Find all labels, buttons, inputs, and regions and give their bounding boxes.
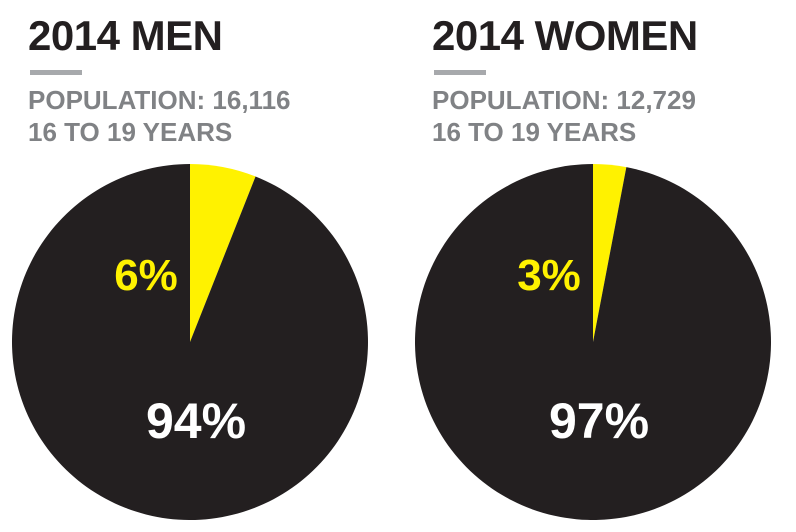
pie-slice-label-1: 97% (549, 393, 649, 449)
chart-panel-women: 2014 WOMEN POPULATION: 12,729 16 TO 19 Y… (415, 0, 796, 532)
pie-slice-1 (415, 164, 771, 520)
chart-title: 2014 MEN (28, 12, 223, 59)
pie-slice-label-0: 6% (114, 251, 178, 300)
population-label: POPULATION: 12,729 (432, 85, 696, 115)
population-label: POPULATION: 16,116 (28, 85, 291, 115)
chart-panel-men: 2014 MEN POPULATION: 16,116 16 TO 19 YEA… (12, 0, 398, 532)
chart-title: 2014 WOMEN (432, 12, 698, 59)
pie-slice-label-0: 3% (517, 251, 581, 300)
age-range-label: 16 TO 19 YEARS (432, 117, 637, 147)
title-divider (434, 70, 486, 75)
age-range-label: 16 TO 19 YEARS (28, 117, 233, 147)
pie-slice-1 (12, 164, 368, 520)
pie-slice-label-1: 94% (146, 393, 246, 449)
pie-chart-women: 3% 97% (415, 164, 771, 520)
pie-slice-0 (593, 164, 627, 342)
title-divider (30, 70, 82, 75)
pie-slice-0 (190, 164, 256, 342)
pie-chart-men: 6% 94% (12, 164, 368, 520)
